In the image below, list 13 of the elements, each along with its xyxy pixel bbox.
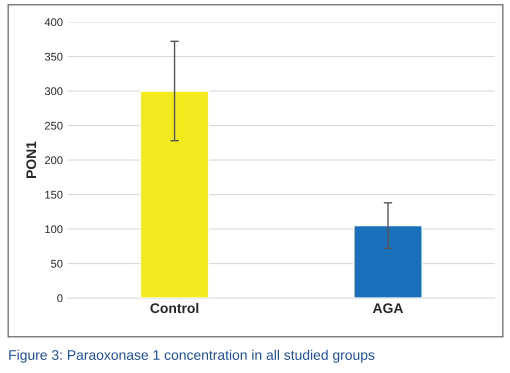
y-axis-title: PON1 [26, 141, 36, 178]
y-tick-label: 150 [45, 190, 63, 199]
y-tick-label: 300 [44, 87, 63, 96]
y-tick-label: 100 [45, 225, 63, 234]
y-tick-label: 400 [44, 18, 63, 26]
caption: Figure 3: Paraoxonase 1 concentration in all studied groups [9, 350, 374, 363]
y-tick-label: 50 [51, 260, 63, 268]
y-tick-label: 0 [57, 294, 63, 302]
y-tick-label: 350 [44, 52, 63, 61]
y-tick-label: 200 [44, 156, 63, 164]
x-tick-label: AGA [372, 303, 404, 314]
x-tick-label: Control [150, 302, 198, 314]
y-tick-label: 250 [44, 122, 63, 130]
